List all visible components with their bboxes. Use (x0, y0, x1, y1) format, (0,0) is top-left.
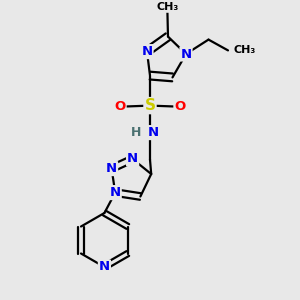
Text: CH₃: CH₃ (233, 45, 256, 56)
Text: N: N (141, 45, 153, 58)
Text: O: O (114, 100, 126, 113)
Text: N: N (106, 162, 117, 175)
Text: O: O (174, 100, 186, 113)
Text: N: N (127, 152, 138, 166)
Text: N: N (110, 186, 121, 199)
Text: CH₃: CH₃ (156, 2, 178, 12)
Text: S: S (145, 98, 155, 113)
Text: N: N (99, 260, 110, 274)
Text: H: H (130, 126, 141, 139)
Text: N: N (180, 47, 192, 61)
Text: N: N (148, 126, 159, 139)
